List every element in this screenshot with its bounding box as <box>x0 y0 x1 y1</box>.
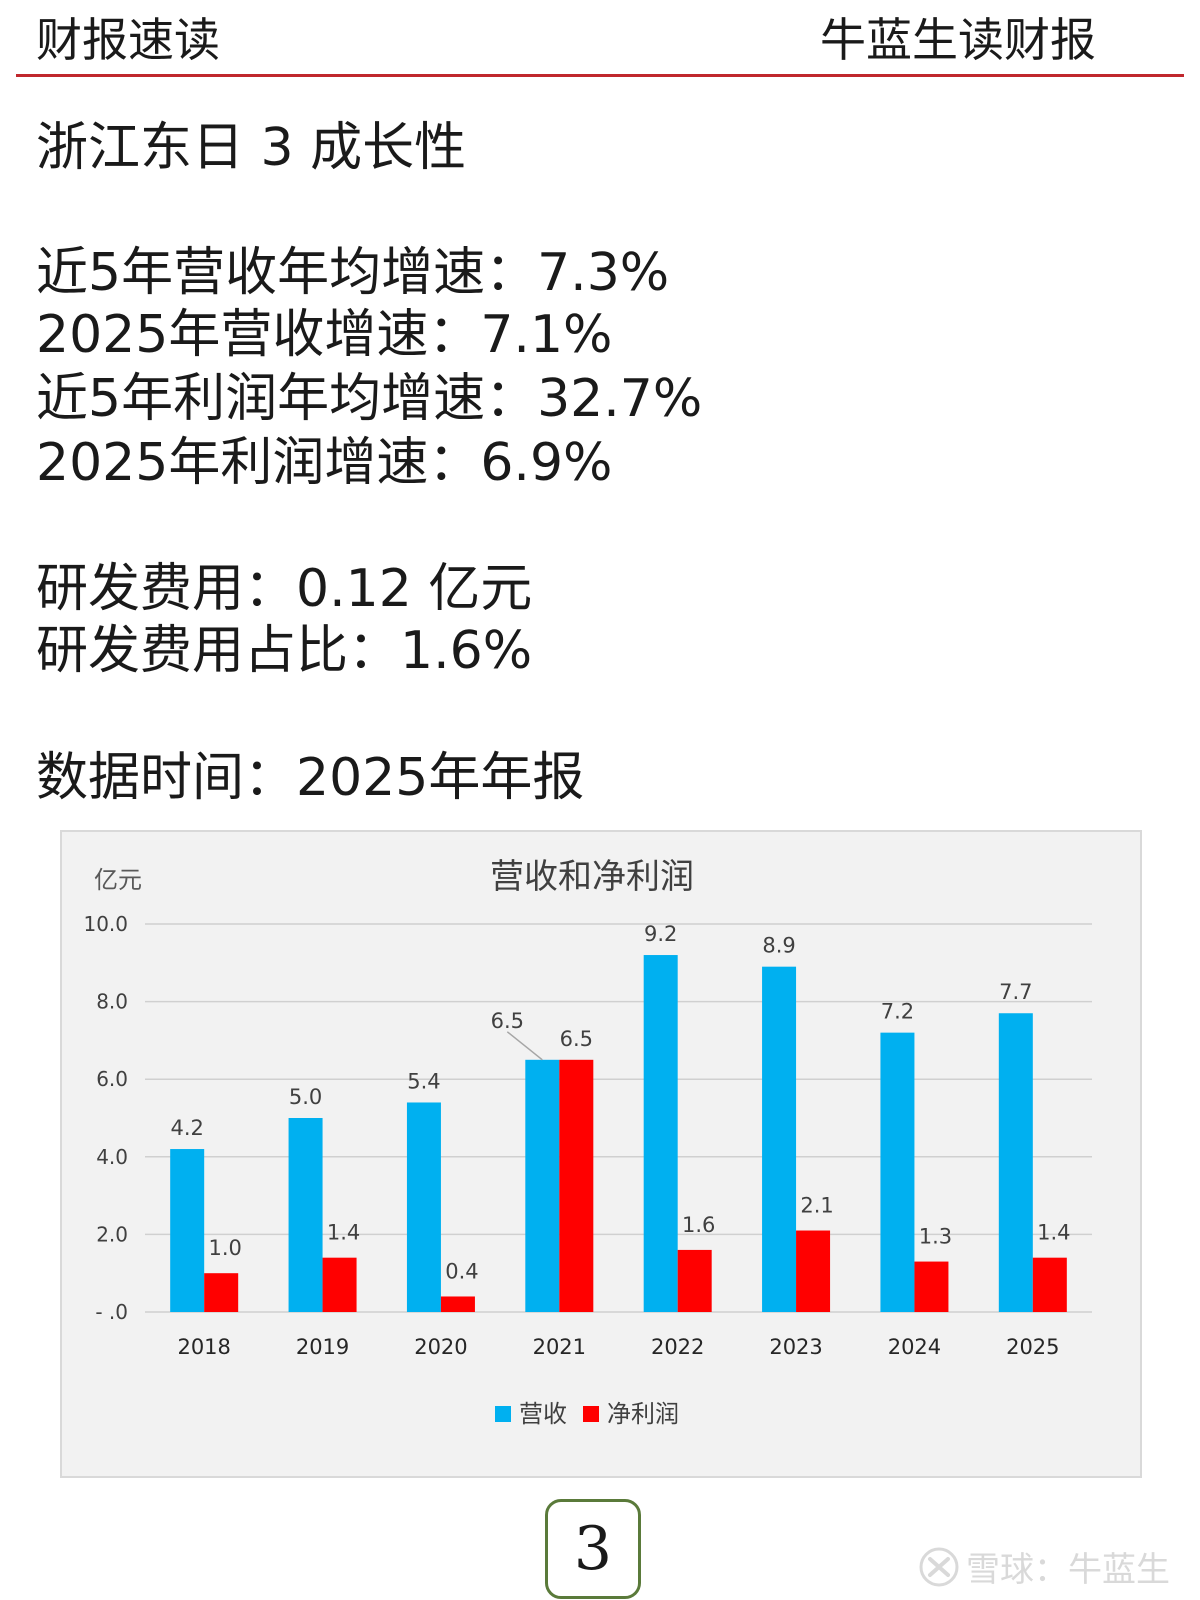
metric-revenue-cagr: 近5年营收年均增速：7.3% <box>36 243 670 303</box>
revenue-bar <box>170 1149 205 1312</box>
legend-label-revenue: 营收 <box>519 1400 567 1428</box>
x-tick-label: 2019 <box>296 1335 349 1359</box>
legend-swatch-revenue <box>495 1406 511 1422</box>
net-profit-data-label: 1.0 <box>208 1236 241 1260</box>
revenue-data-label: 4.2 <box>170 1116 203 1140</box>
legend-swatch-net-profit <box>583 1406 599 1422</box>
revenue-bar <box>288 1118 323 1312</box>
data-label-leader-line <box>506 1031 543 1061</box>
revenue-bar <box>643 955 678 1312</box>
chart-panel: 营收和净利润 亿元 - .0 2.0 4.0 6.0 8.0 10.0 2018 4.2 1.0 20… <box>60 830 1142 1478</box>
page-number: 3 <box>545 1499 641 1599</box>
revenue-bar <box>525 1059 560 1312</box>
x-tick-label: 2021 <box>533 1335 586 1359</box>
revenue-data-label: 5.0 <box>289 1085 322 1109</box>
revenue-bar <box>406 1102 441 1312</box>
revenue-data-label: 7.7 <box>999 980 1032 1004</box>
revenue-data-label: 8.9 <box>762 934 795 958</box>
y-axis-unit: 亿元 <box>94 866 142 894</box>
y-tick-label: - .0 <box>95 1300 128 1324</box>
net-profit-bar <box>204 1273 239 1312</box>
metric-revenue-growth: 2025年营收增速：7.1% <box>36 305 613 365</box>
revenue-bar <box>762 966 797 1312</box>
net-profit-data-label: 1.4 <box>327 1221 360 1245</box>
net-profit-data-label: 1.4 <box>1037 1221 1070 1245</box>
watermark: 雪球：牛蓝生 <box>918 1542 1170 1591</box>
net-profit-bar <box>796 1230 831 1312</box>
net-profit-bar <box>322 1257 357 1312</box>
y-tick-label: 2.0 <box>96 1222 128 1246</box>
revenue-data-label: 6.5 <box>491 1009 524 1033</box>
revenue-data-label: 9.2 <box>644 922 677 946</box>
x-tick-label: 2023 <box>769 1335 822 1359</box>
y-tick-label: 4.0 <box>96 1145 128 1169</box>
net-profit-data-label: 6.5 <box>560 1027 593 1051</box>
revenue-data-label: 7.2 <box>881 1000 914 1024</box>
chart-title: 营收和净利润 <box>490 857 694 897</box>
header-right-title: 牛蓝生读财报 <box>820 13 1096 67</box>
revenue-profit-chart: 营收和净利润 亿元 - .0 2.0 4.0 6.0 8.0 10.0 2018 4.2 1.0 20… <box>83 857 1092 1428</box>
data-period: 数据时间：2025年年报 <box>36 748 585 808</box>
x-tick-label: 2020 <box>414 1335 467 1359</box>
x-tick-label: 2018 <box>177 1335 230 1359</box>
net-profit-bar <box>440 1296 475 1312</box>
xueqiu-logo-icon <box>919 1547 959 1586</box>
metric-rd-ratio: 研发费用占比：1.6% <box>36 621 533 681</box>
net-profit-data-label: 1.6 <box>682 1213 715 1237</box>
revenue-data-label: 5.4 <box>407 1069 440 1093</box>
y-tick-label: 6.0 <box>96 1067 128 1091</box>
net-profit-bar <box>677 1249 712 1312</box>
y-tick-label: 8.0 <box>96 990 128 1014</box>
metric-rd-expense: 研发费用：0.12 亿元 <box>36 559 533 619</box>
metric-profit-growth: 2025年利润增速：6.9% <box>36 433 613 493</box>
net-profit-bar <box>1032 1257 1067 1312</box>
net-profit-data-label: 0.4 <box>445 1259 478 1283</box>
header-divider <box>16 74 1184 77</box>
metric-profit-cagr: 近5年利润年均增速：32.7% <box>36 369 703 429</box>
net-profit-bar <box>559 1059 594 1312</box>
y-tick-label: 10.0 <box>83 912 128 936</box>
header-left-title: 财报速读 <box>36 13 220 67</box>
net-profit-data-label: 1.3 <box>919 1225 952 1249</box>
section-title: 浙江东日 3 成长性 <box>36 118 467 178</box>
watermark-text: 雪球：牛蓝生 <box>966 1550 1170 1590</box>
revenue-bar <box>880 1032 915 1312</box>
net-profit-data-label: 2.1 <box>800 1194 833 1218</box>
x-tick-label: 2024 <box>888 1335 941 1359</box>
x-tick-label: 2022 <box>651 1335 704 1359</box>
x-tick-label: 2025 <box>1006 1335 1059 1359</box>
legend-label-net-profit: 净利润 <box>607 1400 679 1428</box>
net-profit-bar <box>914 1261 949 1312</box>
revenue-bar <box>998 1013 1033 1312</box>
